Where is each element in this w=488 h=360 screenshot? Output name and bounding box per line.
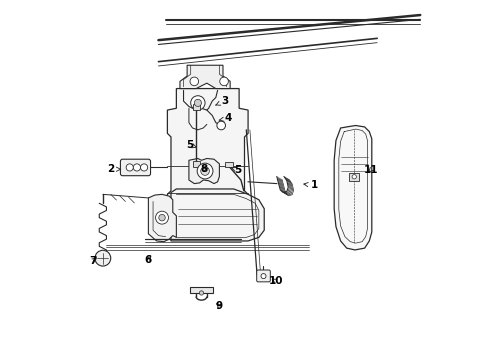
Text: 8: 8 (200, 164, 207, 174)
Circle shape (126, 164, 133, 171)
Circle shape (194, 99, 201, 107)
Polygon shape (180, 65, 230, 89)
Circle shape (219, 77, 228, 86)
Text: 6: 6 (144, 255, 152, 265)
Polygon shape (188, 158, 219, 184)
Text: 3: 3 (215, 96, 228, 106)
Circle shape (217, 121, 225, 130)
Polygon shape (333, 126, 371, 250)
Circle shape (155, 211, 168, 224)
Circle shape (190, 77, 198, 86)
Text: 5: 5 (186, 140, 196, 150)
Circle shape (159, 215, 165, 221)
Circle shape (351, 175, 356, 179)
Bar (192, 161, 200, 167)
Text: 1: 1 (303, 180, 317, 190)
Circle shape (133, 164, 140, 171)
FancyBboxPatch shape (256, 270, 270, 282)
Bar (192, 104, 200, 110)
Text: 9: 9 (215, 301, 223, 311)
Text: 7: 7 (89, 256, 97, 266)
Circle shape (140, 164, 147, 171)
Circle shape (197, 163, 212, 179)
Text: 5: 5 (230, 165, 241, 175)
Text: 11: 11 (363, 165, 377, 175)
Circle shape (199, 291, 203, 295)
Bar (190, 287, 212, 293)
Circle shape (190, 96, 204, 110)
Polygon shape (171, 189, 264, 241)
Circle shape (261, 274, 265, 279)
Circle shape (95, 250, 110, 266)
FancyBboxPatch shape (120, 159, 150, 176)
Bar (348, 173, 359, 181)
Polygon shape (148, 194, 176, 242)
Bar (224, 162, 232, 167)
Circle shape (201, 167, 209, 175)
Text: 2: 2 (107, 164, 121, 174)
Text: 4: 4 (219, 113, 232, 123)
Polygon shape (167, 89, 247, 237)
Text: 10: 10 (268, 276, 283, 286)
